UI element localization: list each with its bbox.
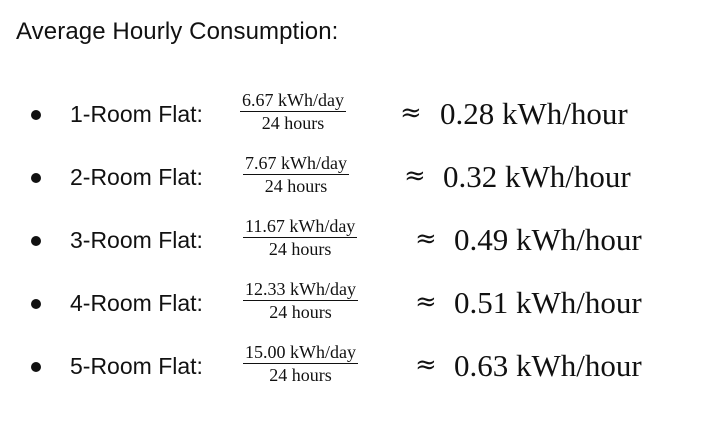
hourly-result: 0.28 kWh/hour <box>440 96 628 131</box>
fraction-numerator: 7.67 kWh/day <box>245 153 347 173</box>
hourly-result: 0.49 kWh/hour <box>454 222 642 257</box>
bullet-icon <box>31 299 41 309</box>
fraction-denominator: 24 hours <box>268 239 332 259</box>
flat-type-label: 3-Room Flat: <box>70 227 203 253</box>
hourly-result: 0.63 kWh/hour <box>454 348 642 383</box>
fraction: 12.33 kWh/day 24 hours <box>243 279 358 322</box>
list-item: 4-Room Flat: 12.33 kWh/day 24 hours ≈ 0.… <box>0 279 720 346</box>
approx-symbol: ≈ <box>400 98 422 128</box>
fraction-bar <box>243 363 358 364</box>
fraction-bar <box>243 300 358 301</box>
fraction-bar <box>240 111 346 112</box>
flat-type-label: 1-Room Flat: <box>70 101 203 127</box>
approx-symbol: ≈ <box>415 287 437 317</box>
flat-type-label: 4-Room Flat: <box>70 290 203 316</box>
fraction-numerator: 12.33 kWh/day <box>245 279 356 299</box>
fraction-denominator: 24 hours <box>269 302 332 322</box>
flat-type-label: 5-Room Flat: <box>70 353 203 379</box>
fraction-numerator: 6.67 kWh/day <box>242 90 344 110</box>
flat-type-label: 2-Room Flat: <box>70 164 203 190</box>
fraction-bar <box>243 174 349 175</box>
fraction: 15.00 kWh/day 24 hours <box>243 342 358 385</box>
bullet-icon <box>31 362 41 372</box>
approx-symbol: ≈ <box>415 224 437 254</box>
fraction-numerator: 11.67 kWh/day <box>245 216 356 236</box>
fraction: 6.67 kWh/day 24 hours <box>240 90 346 133</box>
hourly-result: 0.32 kWh/hour <box>443 159 631 194</box>
fraction-numerator: 15.00 kWh/day <box>245 342 356 362</box>
fraction-denominator: 24 hours <box>264 176 328 196</box>
approx-symbol: ≈ <box>404 161 426 191</box>
bullet-icon <box>31 173 41 183</box>
fraction: 11.67 kWh/day 24 hours <box>243 216 358 259</box>
list-item: 1-Room Flat: 6.67 kWh/day 24 hours ≈ 0.2… <box>0 90 720 157</box>
list-item: 3-Room Flat: 11.67 kWh/day 24 hours ≈ 0.… <box>0 216 720 283</box>
approx-symbol: ≈ <box>415 350 437 380</box>
fraction-denominator: 24 hours <box>269 365 332 385</box>
fraction: 7.67 kWh/day 24 hours <box>243 153 349 196</box>
fraction-denominator: 24 hours <box>261 113 325 133</box>
bullet-icon <box>31 236 41 246</box>
fraction-bar <box>243 237 358 238</box>
bullet-icon <box>31 110 41 120</box>
hourly-result: 0.51 kWh/hour <box>454 285 642 320</box>
consumption-list: 1-Room Flat: 6.67 kWh/day 24 hours ≈ 0.2… <box>0 90 720 409</box>
page-heading: Average Hourly Consumption: <box>16 18 339 45</box>
list-item: 5-Room Flat: 15.00 kWh/day 24 hours ≈ 0.… <box>0 342 720 409</box>
list-item: 2-Room Flat: 7.67 kWh/day 24 hours ≈ 0.3… <box>0 153 720 220</box>
